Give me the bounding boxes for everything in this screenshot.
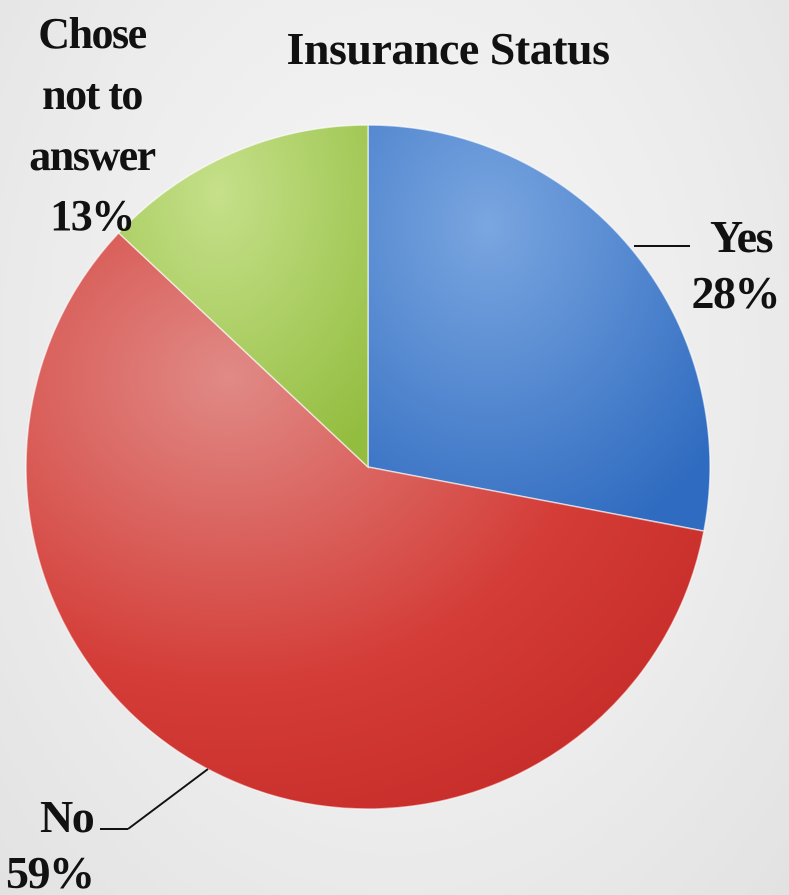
pie-slices <box>25 124 711 810</box>
no-leader-line <box>127 768 209 830</box>
slice-no <box>25 231 705 810</box>
no-percent: 59% <box>6 847 94 895</box>
chose-percent: 13% <box>50 191 134 240</box>
yes-label: Yes <box>710 211 773 262</box>
no-label: No <box>40 791 94 842</box>
yes-percent: 28% <box>692 267 780 318</box>
chose-label-line1: Chose <box>38 9 146 58</box>
slice-chose-not-to-answer <box>117 124 369 469</box>
slice-yes <box>367 124 711 532</box>
chose-label-line3: answer <box>29 131 155 180</box>
chart-title: Insurance Status <box>286 23 609 74</box>
chose-label-line2: not to <box>42 70 142 119</box>
